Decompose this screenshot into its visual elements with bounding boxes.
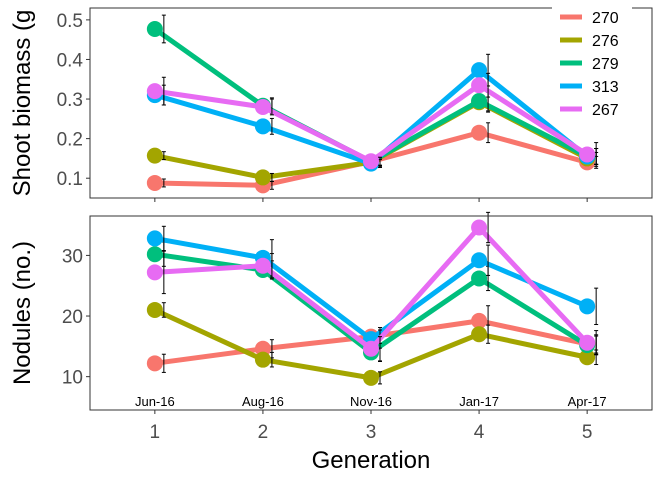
date-label: Jan-17 [459, 394, 499, 409]
top-point-313 [471, 62, 488, 79]
top-point-267 [254, 98, 271, 115]
bottom-point-270 [471, 312, 488, 329]
top-point-279 [146, 20, 163, 37]
bottom-point-276 [579, 349, 596, 366]
legend: 270 276 279 313 267 [552, 4, 632, 122]
x-tick-label: 1 [150, 422, 161, 443]
date-label: Jun-16 [135, 394, 175, 409]
top-y-tick-label: 0.5 [57, 11, 83, 32]
x-axis: 1 2 3 4 5 [150, 422, 593, 443]
bottom-panel: 10 20 30 Jun-16 Aug-16 Nov-16 Jan-17 Apr-17 Nod… [9, 211, 653, 414]
bottom-point-267 [471, 219, 488, 236]
legend-label-270: 270 [592, 10, 619, 27]
top-point-313 [254, 118, 271, 135]
bottom-point-267 [254, 257, 271, 274]
bottom-series-276 [146, 301, 599, 386]
top-y-tick-label: 0.2 [57, 130, 83, 151]
top-point-276 [254, 169, 271, 186]
top-series-267 [146, 72, 599, 170]
legend-item-313: 313 [560, 79, 619, 96]
top-point-267 [363, 153, 379, 170]
bottom-point-313 [146, 230, 163, 247]
top-point-279 [471, 93, 488, 110]
bottom-plot-area: 10 20 30 Jun-16 Aug-16 Nov-16 Jan-17 Apr-17 [62, 211, 653, 414]
bottom-y-tick-label: 30 [62, 246, 83, 267]
top-y-tick-label: 0.1 [57, 169, 83, 190]
top-y-tick-label: 0.4 [57, 50, 84, 71]
bottom-point-267 [363, 340, 379, 357]
bottom-point-276 [471, 326, 488, 343]
bottom-point-276 [146, 301, 163, 318]
x-tick-label: 5 [582, 422, 593, 443]
x-axis-title: Generation [312, 447, 431, 474]
bottom-point-267 [579, 334, 596, 351]
bottom-point-279 [471, 270, 488, 287]
top-plot-border [89, 7, 653, 199]
x-tick-label: 4 [474, 422, 485, 443]
legend-label-267: 267 [592, 102, 619, 119]
x-tick-label: 3 [366, 422, 377, 443]
bottom-point-313 [579, 298, 596, 315]
legend-label-276: 276 [592, 33, 619, 50]
top-point-270 [471, 124, 488, 141]
top-point-270 [146, 174, 163, 191]
legend-item-276: 276 [560, 33, 619, 50]
top-y-tick-label: 0.3 [57, 90, 83, 111]
x-tick-label: 2 [258, 422, 269, 443]
date-label: Aug-16 [242, 394, 284, 409]
bottom-point-276 [363, 369, 379, 386]
bottom-plot-border [89, 215, 653, 411]
top-point-267 [579, 146, 596, 163]
legend-label-279: 279 [592, 56, 619, 73]
legend-label-313: 313 [592, 79, 619, 96]
legend-item-279: 279 [560, 56, 619, 73]
date-label: Apr-17 [568, 394, 607, 409]
top-y-axis-title: Shoot biomass (g [9, 10, 36, 197]
top-point-267 [471, 77, 488, 94]
bottom-point-313 [471, 252, 488, 269]
top-point-276 [146, 147, 163, 164]
date-label: Nov-16 [350, 394, 392, 409]
bottom-y-tick-label: 20 [62, 307, 83, 328]
bottom-series-267 [146, 211, 599, 362]
bottom-point-279 [146, 246, 163, 263]
top-point-267 [146, 83, 163, 100]
bottom-point-270 [146, 355, 163, 372]
bottom-y-axis-title: Nodules (no.) [9, 241, 36, 385]
bottom-point-267 [146, 264, 163, 281]
bottom-point-276 [254, 351, 271, 368]
legend-item-267: 267 [560, 102, 619, 119]
bottom-y-tick-label: 10 [62, 368, 83, 389]
legend-item-270: 270 [560, 10, 619, 27]
